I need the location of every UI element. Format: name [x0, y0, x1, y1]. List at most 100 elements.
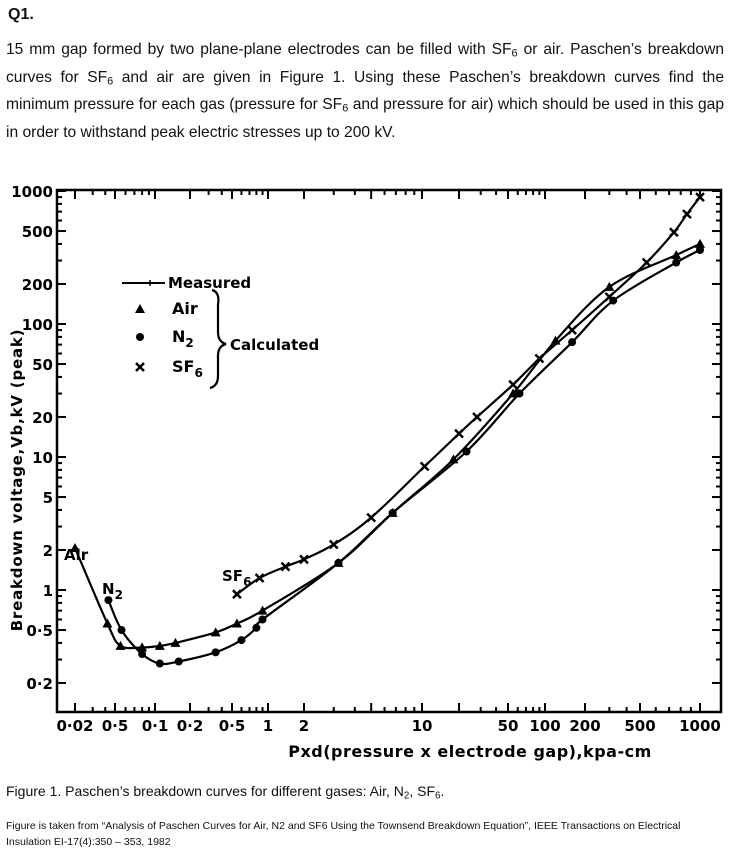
y-tick-label: 200	[22, 276, 53, 294]
y-tick-label: 500	[22, 223, 53, 241]
subscript: 6	[342, 103, 349, 116]
y-tick-label: 0·5	[26, 622, 53, 640]
dot-marker-icon	[138, 650, 147, 659]
y-tick-label: 1	[43, 582, 53, 600]
dot-marker-icon	[334, 558, 343, 567]
cross-marker-icon	[641, 257, 652, 268]
figure-caption: Figure 1. Paschen’s breakdown curves for…	[6, 783, 444, 801]
cross-marker-icon	[232, 589, 242, 600]
triangle-marker-icon	[550, 335, 561, 345]
question-text-part: and pressure for air) which should be us…	[6, 96, 724, 142]
dot-marker-icon	[211, 648, 220, 657]
x-tick-label: 2	[299, 717, 309, 735]
cross-marker-icon	[508, 379, 518, 390]
cross-marker-icon	[419, 461, 430, 472]
triangle-marker-icon	[70, 542, 80, 552]
x-axis-title: Pxd(pressure x electrode gap),kpa-cm	[288, 742, 652, 761]
cross-marker-icon	[454, 428, 464, 439]
dot-marker-icon	[117, 626, 126, 635]
air-curve-label: Air	[64, 546, 89, 564]
y-tick-label: 50	[32, 356, 53, 374]
dot-marker-icon	[136, 333, 144, 341]
dot-marker-icon	[515, 389, 524, 398]
cross-marker-icon	[567, 325, 578, 335]
legend-label-cross: SF6	[172, 357, 203, 380]
caption-text: .	[440, 783, 445, 799]
x-tick-label: 1000	[679, 717, 721, 735]
subscript: 6	[435, 790, 441, 802]
x-tick-label: 0·2	[177, 717, 204, 735]
cross-marker-icon	[472, 412, 482, 422]
y-tick-label: 5	[43, 489, 53, 507]
triangle-marker-icon	[508, 388, 519, 398]
triangle-marker-icon	[231, 618, 242, 628]
dot-marker-icon	[696, 246, 704, 255]
legend-calculated-label: Calculated	[230, 336, 319, 354]
legend-label-triangle: Air	[172, 299, 198, 318]
dot-marker-icon	[609, 296, 618, 305]
cross-marker-icon	[328, 539, 339, 550]
source-note: Figure is taken from “Analysis of Pasche…	[6, 820, 681, 848]
dot-marker-icon	[104, 596, 113, 605]
x-tick-label: 10	[412, 717, 433, 735]
dot-marker-icon	[568, 338, 577, 347]
dot-marker-icon	[258, 615, 267, 624]
triangle-marker-icon	[257, 605, 268, 615]
cross-marker-icon	[135, 362, 145, 372]
curve-air	[73, 242, 701, 650]
dot-marker-icon	[252, 623, 261, 632]
subscript: 6	[511, 47, 518, 60]
question-text-part: 15 mm gap formed by two plane-plane elec…	[6, 41, 512, 58]
x-tick-label: 0·5	[219, 717, 246, 735]
caption-text: , SF	[409, 783, 436, 799]
x-tick-label: 500	[624, 717, 655, 735]
question-text: 15 mm gap formed by two plane-plane elec…	[6, 38, 724, 145]
question-number: Q1.	[8, 6, 34, 23]
subscript: 2	[403, 790, 410, 802]
dot-marker-icon	[672, 258, 681, 267]
dot-marker-icon	[462, 447, 471, 456]
y-axis-title: Breakdown voltage,Vb,kV (peak)	[8, 329, 26, 632]
cross-marker-icon	[280, 561, 291, 572]
cross-marker-icon	[299, 554, 309, 565]
question-text-part: or air. Paschen’s breakdown curves for S…	[6, 41, 724, 86]
x-tick-label: 100	[529, 717, 560, 735]
y-tick-label: 0·2	[26, 675, 53, 693]
triangle-marker-icon	[137, 642, 148, 652]
paschen-chart: 1000 500 200 100 50 20 10 5 2 1 0·5 0·2 0·02 0·5 0·1 0·…	[8, 183, 723, 761]
y-tick-label: 10	[32, 449, 53, 467]
triangle-marker-icon	[695, 238, 705, 248]
plot-frame	[55, 188, 723, 714]
triangle-marker-icon	[135, 304, 145, 313]
question-text-part: and air are given in Figure 1. Using the…	[6, 68, 725, 114]
x-tick-label: 200	[569, 717, 600, 735]
dot-marker-icon	[174, 657, 183, 666]
subscript: 6	[107, 75, 114, 88]
x-tick-label: 50	[498, 717, 519, 735]
y-tick-label: 2	[43, 542, 53, 560]
dot-marker-icon	[388, 508, 397, 517]
triangle-marker-icon	[210, 627, 221, 637]
paschen-figure: 1000 500 200 100 50 20 10 5 2 1 0·5 0·2 0·02 0·5 0·1 0·…	[0, 170, 729, 770]
cross-marker-icon	[669, 227, 679, 238]
legend-measured-label: Measured	[168, 274, 251, 292]
cross-marker-icon	[682, 209, 692, 220]
triangle-marker-icon	[671, 250, 682, 260]
curve-sf6	[236, 196, 701, 596]
cross-marker-icon	[366, 512, 377, 523]
y-tick-label: 20	[32, 409, 53, 427]
x-tick-label: 0·1	[142, 717, 169, 735]
triangle-marker-icon	[170, 637, 181, 647]
cross-marker-icon	[604, 291, 615, 302]
dot-marker-icon	[155, 659, 164, 668]
y-tick-label: 1000	[11, 183, 53, 201]
y-tick-label: 100	[22, 316, 53, 334]
cross-marker-icon	[695, 192, 705, 202]
x-tick-label: 0·02	[56, 717, 93, 735]
caption-text: Figure 1. Paschen’s breakdown curves for…	[6, 783, 404, 799]
legend-label-dot: N2	[172, 327, 194, 350]
x-tick-label: 1	[263, 717, 273, 735]
cross-marker-icon	[254, 573, 265, 583]
x-tick-label: 0·5	[102, 717, 129, 735]
sf6-curve-label: SF6	[222, 567, 251, 589]
